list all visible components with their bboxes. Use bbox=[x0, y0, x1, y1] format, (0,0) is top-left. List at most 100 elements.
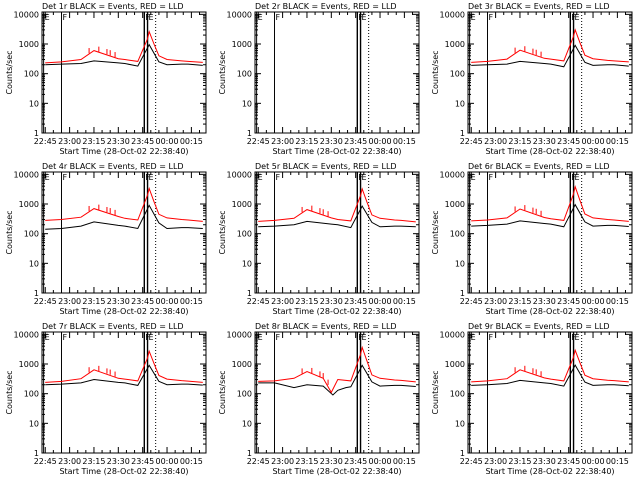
y-tick-label: 1 bbox=[460, 129, 465, 138]
event-marker-label: E bbox=[471, 13, 476, 22]
y-tick-label: 100 bbox=[24, 230, 39, 239]
x-tick-label: 22:45 bbox=[247, 457, 270, 466]
x-tick-label: 00:15 bbox=[393, 457, 416, 466]
y-tick-label: 10 bbox=[29, 419, 39, 428]
y-axis-label: Counts/sec bbox=[5, 210, 14, 254]
x-tick-label: 23:30 bbox=[533, 137, 556, 146]
event-marker-label: E bbox=[258, 333, 263, 342]
x-tick-label: 23:00 bbox=[58, 297, 81, 306]
x-axis-label: Start Time (28-Oct-02 22:38:40) bbox=[59, 147, 188, 156]
x-tick-label: 22:45 bbox=[34, 457, 57, 466]
x-tick-label: 23:00 bbox=[271, 457, 294, 466]
x-tick-label: 00:00 bbox=[155, 137, 178, 146]
plot-frame bbox=[41, 171, 207, 294]
y-tick-label: 10 bbox=[242, 99, 252, 108]
detector-panel-1: Det 1r BLACK = Events, RED = LLD 1 10 100 10… bbox=[0, 0, 213, 160]
y-tick-label: 10000 bbox=[440, 10, 465, 19]
detector-panel-8: Det 8r BLACK = Events, RED = LLD 1 10 100 10… bbox=[213, 320, 426, 480]
x-axis-label: Start Time (28-Oct-02 22:38:40) bbox=[59, 467, 188, 476]
y-tick-label: 1000 bbox=[445, 40, 465, 49]
x-axis-label: Start Time (28-Oct-02 22:38:40) bbox=[485, 307, 614, 316]
x-tick-label: 22:45 bbox=[247, 137, 270, 146]
lld-series-line bbox=[45, 186, 203, 222]
y-tick-label: 10000 bbox=[14, 330, 39, 339]
x-tick-label: 23:30 bbox=[533, 297, 556, 306]
chart-title: Det 7r BLACK = Events, RED = LLD bbox=[42, 322, 184, 331]
events-series-line bbox=[258, 364, 416, 396]
event-marker-label: E bbox=[575, 13, 580, 22]
x-tick-label: 00:15 bbox=[393, 297, 416, 306]
events-series-line bbox=[471, 364, 629, 387]
plot-frame bbox=[254, 171, 420, 294]
y-tick-label: 10 bbox=[455, 99, 465, 108]
lld-series-line bbox=[258, 187, 416, 223]
detector-panel-6: Det 6r BLACK = Events, RED = LLD 1 10 100 10… bbox=[426, 160, 639, 320]
y-tick-label: 10000 bbox=[227, 330, 252, 339]
x-tick-label: 00:00 bbox=[368, 457, 391, 466]
x-tick-label: 00:00 bbox=[155, 297, 178, 306]
y-tick-label: 1000 bbox=[19, 360, 39, 369]
event-marker-label: E bbox=[149, 173, 154, 182]
x-tick-label: 23:00 bbox=[484, 297, 507, 306]
detector-panel-3: Det 3r BLACK = Events, RED = LLD 1 10 100 10… bbox=[426, 0, 639, 160]
detector-panel-5: Det 5r BLACK = Events, RED = LLD 1 10 100 10… bbox=[213, 160, 426, 320]
plot-frame bbox=[467, 171, 633, 294]
y-axis-label: Counts/sec bbox=[218, 50, 227, 94]
x-tick-label: 00:00 bbox=[581, 297, 604, 306]
x-tick-label: 23:45 bbox=[344, 137, 367, 146]
x-tick-label: 23:45 bbox=[344, 457, 367, 466]
event-marker-label: F bbox=[488, 13, 493, 22]
chart-title: Det 6r BLACK = Events, RED = LLD bbox=[468, 162, 610, 171]
events-series-line bbox=[471, 203, 629, 228]
detector-panel-2: Det 2r BLACK = Events, RED = LLD 1 10 100 10… bbox=[213, 0, 426, 160]
x-tick-label: 23:00 bbox=[271, 137, 294, 146]
plot-frame bbox=[41, 331, 207, 454]
event-marker-label: F bbox=[488, 173, 493, 182]
y-tick-label: 1 bbox=[34, 449, 39, 458]
y-tick-label: 100 bbox=[450, 230, 465, 239]
y-tick-label: 1 bbox=[247, 129, 252, 138]
y-tick-label: 100 bbox=[24, 70, 39, 79]
x-tick-label: 23:00 bbox=[58, 137, 81, 146]
event-marker-label: E bbox=[45, 13, 50, 22]
y-tick-label: 1000 bbox=[19, 200, 39, 209]
x-tick-label: 22:45 bbox=[34, 137, 57, 146]
chart-svg: Det 1r BLACK = Events, RED = LLD 1 10 100 10… bbox=[5, 2, 207, 156]
y-tick-label: 100 bbox=[24, 390, 39, 399]
event-marker-label: F bbox=[62, 13, 67, 22]
y-axis-label: Counts/sec bbox=[431, 370, 440, 414]
lld-series-line bbox=[45, 349, 203, 383]
y-tick-label: 10 bbox=[242, 419, 252, 428]
events-series-line bbox=[258, 205, 416, 229]
detector-panel-4: Det 4r BLACK = Events, RED = LLD 1 10 100 10… bbox=[0, 160, 213, 320]
event-marker-label: E bbox=[362, 333, 367, 342]
chart-title: Det 3r BLACK = Events, RED = LLD bbox=[468, 2, 610, 11]
y-axis-label: Counts/sec bbox=[218, 210, 227, 254]
y-tick-label: 10000 bbox=[440, 170, 465, 179]
y-tick-label: 10 bbox=[29, 99, 39, 108]
plot-frame bbox=[467, 331, 633, 454]
x-tick-label: 22:45 bbox=[247, 297, 270, 306]
x-tick-label: 23:15 bbox=[508, 297, 531, 306]
event-marker-label: F bbox=[62, 333, 67, 342]
x-tick-label: 23:30 bbox=[533, 457, 556, 466]
y-tick-label: 1000 bbox=[445, 200, 465, 209]
chart-title: Det 5r BLACK = Events, RED = LLD bbox=[255, 162, 397, 171]
y-tick-label: 10 bbox=[455, 259, 465, 268]
x-tick-label: 00:15 bbox=[180, 297, 203, 306]
y-tick-label: 1 bbox=[34, 289, 39, 298]
x-tick-label: 23:15 bbox=[295, 457, 318, 466]
y-tick-label: 100 bbox=[450, 70, 465, 79]
chart-svg: Det 7r BLACK = Events, RED = LLD 1 10 100 10… bbox=[5, 322, 207, 476]
x-axis-label: Start Time (28-Oct-02 22:38:40) bbox=[485, 147, 614, 156]
chart-title: Det 9r BLACK = Events, RED = LLD bbox=[468, 322, 610, 331]
y-tick-label: 100 bbox=[237, 70, 252, 79]
event-marker-label: E bbox=[149, 333, 154, 342]
y-axis-label: Counts/sec bbox=[431, 210, 440, 254]
x-tick-label: 00:15 bbox=[393, 137, 416, 146]
x-tick-label: 00:15 bbox=[606, 297, 629, 306]
event-marker-label: F bbox=[275, 13, 280, 22]
chart-title: Det 2r BLACK = Events, RED = LLD bbox=[255, 2, 397, 11]
x-tick-label: 23:00 bbox=[484, 137, 507, 146]
